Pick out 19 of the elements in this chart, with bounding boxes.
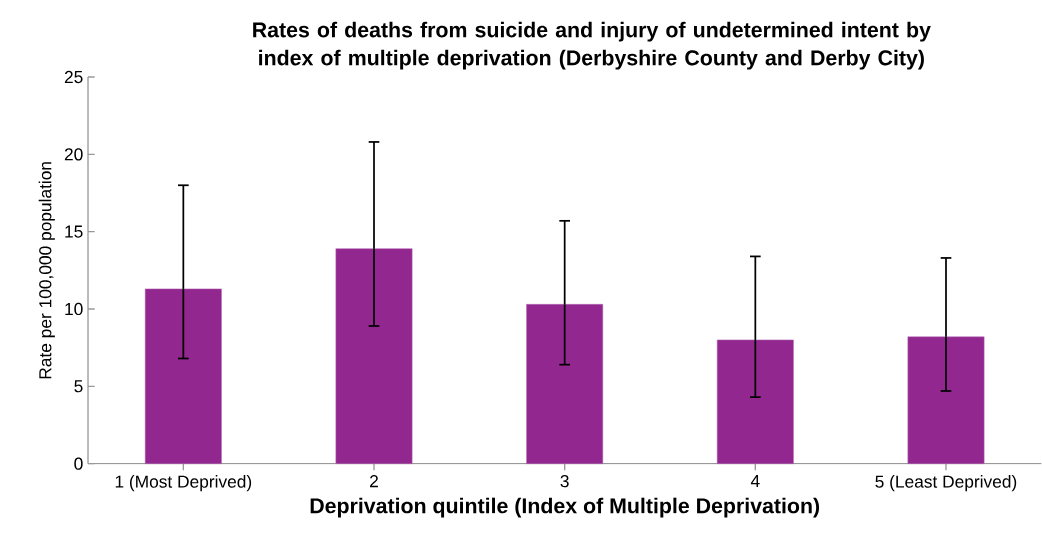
y-tick-label: 20 xyxy=(64,148,83,161)
bar xyxy=(716,339,794,464)
y-tick-label: 10 xyxy=(65,302,83,316)
x-tick-label: 4 xyxy=(750,475,760,487)
x-tick-label: 3 xyxy=(560,475,569,488)
bar xyxy=(907,336,985,464)
y-tick-label: 0 xyxy=(74,457,83,470)
bar xyxy=(335,248,413,464)
y-tick-label: 5 xyxy=(74,380,83,393)
y-tick-label: 25 xyxy=(64,70,83,84)
bar xyxy=(526,304,604,464)
bar xyxy=(144,288,222,464)
x-tick-label: 1 (Most Deprived) xyxy=(115,475,252,492)
chart-title: Rates of deaths from suicide and injury of undetermined intent by index of multiple deprivation (Derbyshire County and Derby City) xyxy=(253,21,931,70)
x-tick-label: 5 (Least Deprived) xyxy=(875,475,1017,492)
y-tick-label: 15 xyxy=(65,225,83,238)
x-tick-label: 2 xyxy=(370,475,378,488)
x-axis-title: Deprivation quintile (Index of Multiple Deprivation) xyxy=(310,497,820,518)
y-axis-title: Rate per 100,000 population xyxy=(38,162,55,379)
